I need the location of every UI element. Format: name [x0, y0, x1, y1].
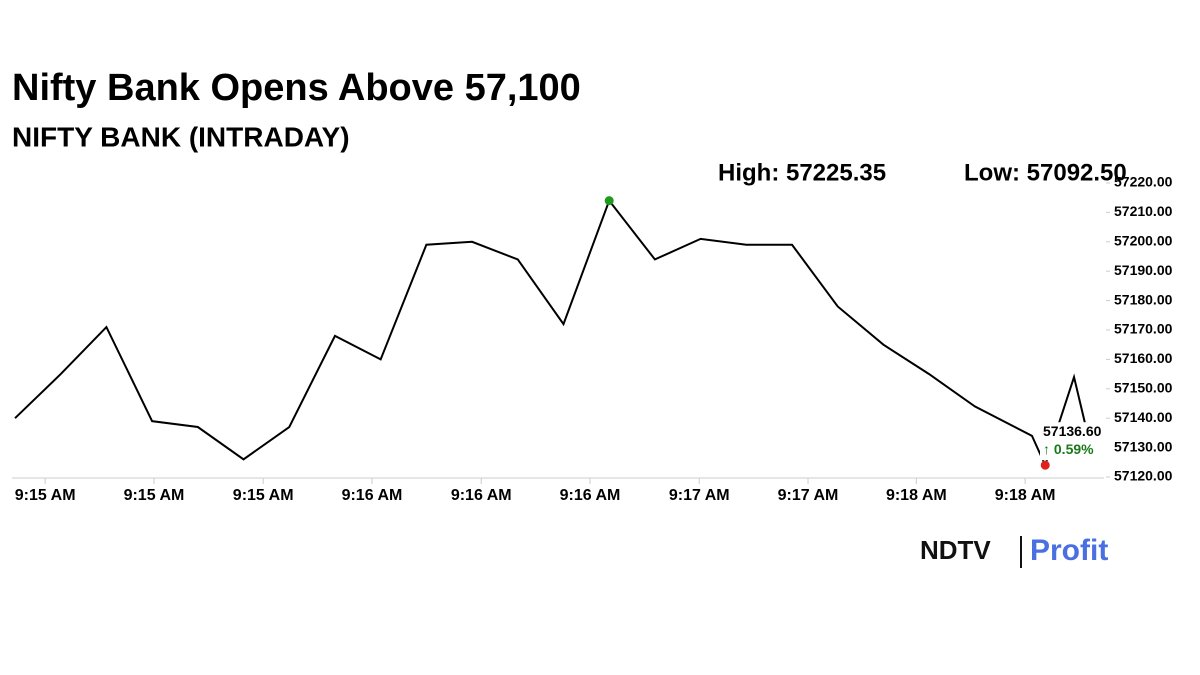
point-marker [1040, 460, 1050, 470]
high-label: High: 57225.35 [718, 159, 886, 186]
x-tick-label: 9:16 AM [451, 487, 512, 504]
point-marker [604, 196, 614, 206]
y-tick-label: 57120.00 [1114, 468, 1173, 484]
x-tick-label: 9:16 AM [342, 487, 403, 504]
x-tick-label: 9:17 AM [778, 487, 839, 504]
brand-logo: NDTV Profit [920, 534, 1108, 568]
y-tick-label: 57190.00 [1114, 262, 1173, 278]
y-tick-label: 57200.00 [1114, 233, 1173, 249]
chart-subtitle: NIFTY BANK (INTRADAY) [12, 121, 350, 152]
line [14, 198, 1102, 469]
y-tick-label: 57130.00 [1114, 438, 1173, 454]
y-tick-label: 57170.00 [1114, 321, 1173, 337]
low-label: Low: 57092.50 [964, 159, 1127, 186]
chart-title: Nifty Bank Opens Above 57,100 [12, 67, 581, 109]
y-tick-label: 57220.00 [1114, 174, 1173, 190]
x-tick-label: 9:15 AM [15, 487, 76, 504]
x-tick-label: 9:17 AM [669, 487, 730, 504]
value-label: 57136.60 [1043, 423, 1102, 439]
y-tick-label: 57140.00 [1114, 409, 1173, 425]
x-tick-label: 9:18 AM [995, 487, 1056, 504]
y-tick-label: 57160.00 [1114, 350, 1173, 366]
y-tick-label: 57180.00 [1114, 291, 1173, 307]
value-label-box [1040, 422, 1112, 461]
brand-right: Profit [1030, 534, 1108, 567]
x-tick-label: 9:18 AM [886, 487, 947, 504]
y-tick-label: 57210.00 [1114, 203, 1173, 219]
change-label: ↑ 0.59% [1043, 441, 1094, 457]
x-tick-label: 9:16 AM [560, 487, 621, 504]
x-tick-label: 9:15 AM [233, 487, 294, 504]
x-tick-label: 9:15 AM [124, 487, 185, 504]
y-tick-label: 57150.00 [1114, 380, 1173, 396]
brand-left: NDTV [920, 535, 991, 565]
